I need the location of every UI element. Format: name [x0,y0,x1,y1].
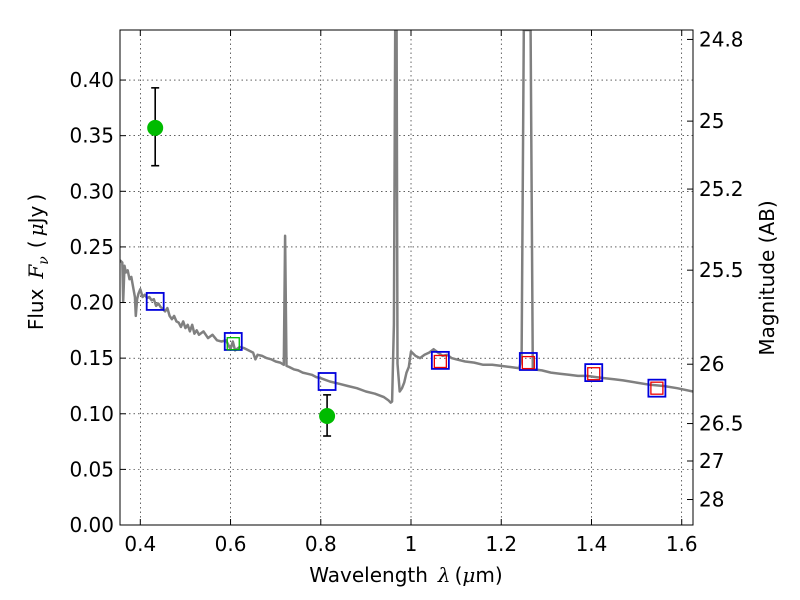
y-tick-label: 0.35 [69,124,114,148]
observed-point [319,407,336,424]
x-axis-title-unit: m [475,563,494,587]
y-tick-label: 0.30 [69,179,114,203]
x-tick-label: 1 [405,532,418,556]
x-tick-label: 0.4 [124,532,156,556]
model-photometry-square-red [433,354,447,369]
x-axis-title-close: ) [495,563,503,587]
model-photometry-square-blue [317,372,337,391]
y2-tick-label: 28 [699,488,724,512]
y2-tick-label: 25 [699,109,724,133]
model-photometry-square-red [650,381,664,395]
model-photometry-square-red [521,355,535,370]
x-axis-title-prefix: Wavelength [309,563,428,587]
y-axis-title-prefix: Flux [24,288,48,330]
x-tick-label: 1.6 [666,532,698,556]
y-tick-label: 0.00 [69,513,114,537]
model-photometry-square-green [226,337,240,351]
model-spectrum-line [120,30,693,404]
x-axis-title: Wavelength λ (μm) [309,563,502,587]
grid [120,30,693,525]
x-axis-title-open: ( [455,563,463,587]
model-photometry-square-red [587,367,601,381]
y-axis-title-unit: Jy [24,205,48,225]
axes-frame [119,29,694,526]
y2-tick-label: 26.5 [699,412,744,436]
y2-tick-label: 25.5 [699,258,744,282]
x-axis-title-unit-symbol: μ [462,563,475,587]
y2-axis-title: Magnitude (AB) [755,200,779,355]
x-tick-label: 0.6 [215,532,247,556]
y-axis-title-unit-symbol: μ [24,223,48,236]
model-photometry-square-blue [584,363,604,383]
x-tick-label: 1.4 [576,532,608,556]
y-tick-label: 0.05 [69,457,114,481]
y-axis-title-symbol: F [24,264,48,280]
x-tick-label: 0.8 [305,532,337,556]
model-photometry-square-blue [647,378,667,398]
y-axis-title: Flux Fν ( μJy) [24,194,52,330]
y-axis-title-close: ) [24,194,48,202]
y-tick-label: 0.40 [69,68,114,92]
y-axis-title-open: ( [24,240,48,248]
y2-tick-label: 25.2 [699,177,744,201]
y-tick-label: 0.25 [69,235,114,259]
model-photometry-square-blue [518,352,538,371]
x-axis-title-symbol: λ [437,563,451,587]
y2-tick-label: 27 [699,449,724,473]
y-tick-label: 0.20 [69,291,114,315]
y2-tick-label: 26 [699,352,724,376]
model-photometry-square-blue [430,350,450,370]
plot-content [120,30,693,437]
ticks: 0.4 0.6 0.8 1 1.2 1.4 1.6 0.00 0.05 0.10 0.15 0.20 0… [69,27,743,556]
observed-point [147,119,164,136]
y-tick-label: 0.15 [69,346,114,370]
x-tick-label: 1.2 [485,532,517,556]
y-tick-label: 0.10 [69,402,114,426]
y2-tick-label: 24.8 [699,27,744,51]
model-photometry-square-blue [145,292,165,311]
y-axis-title-subscript: ν [36,256,52,265]
